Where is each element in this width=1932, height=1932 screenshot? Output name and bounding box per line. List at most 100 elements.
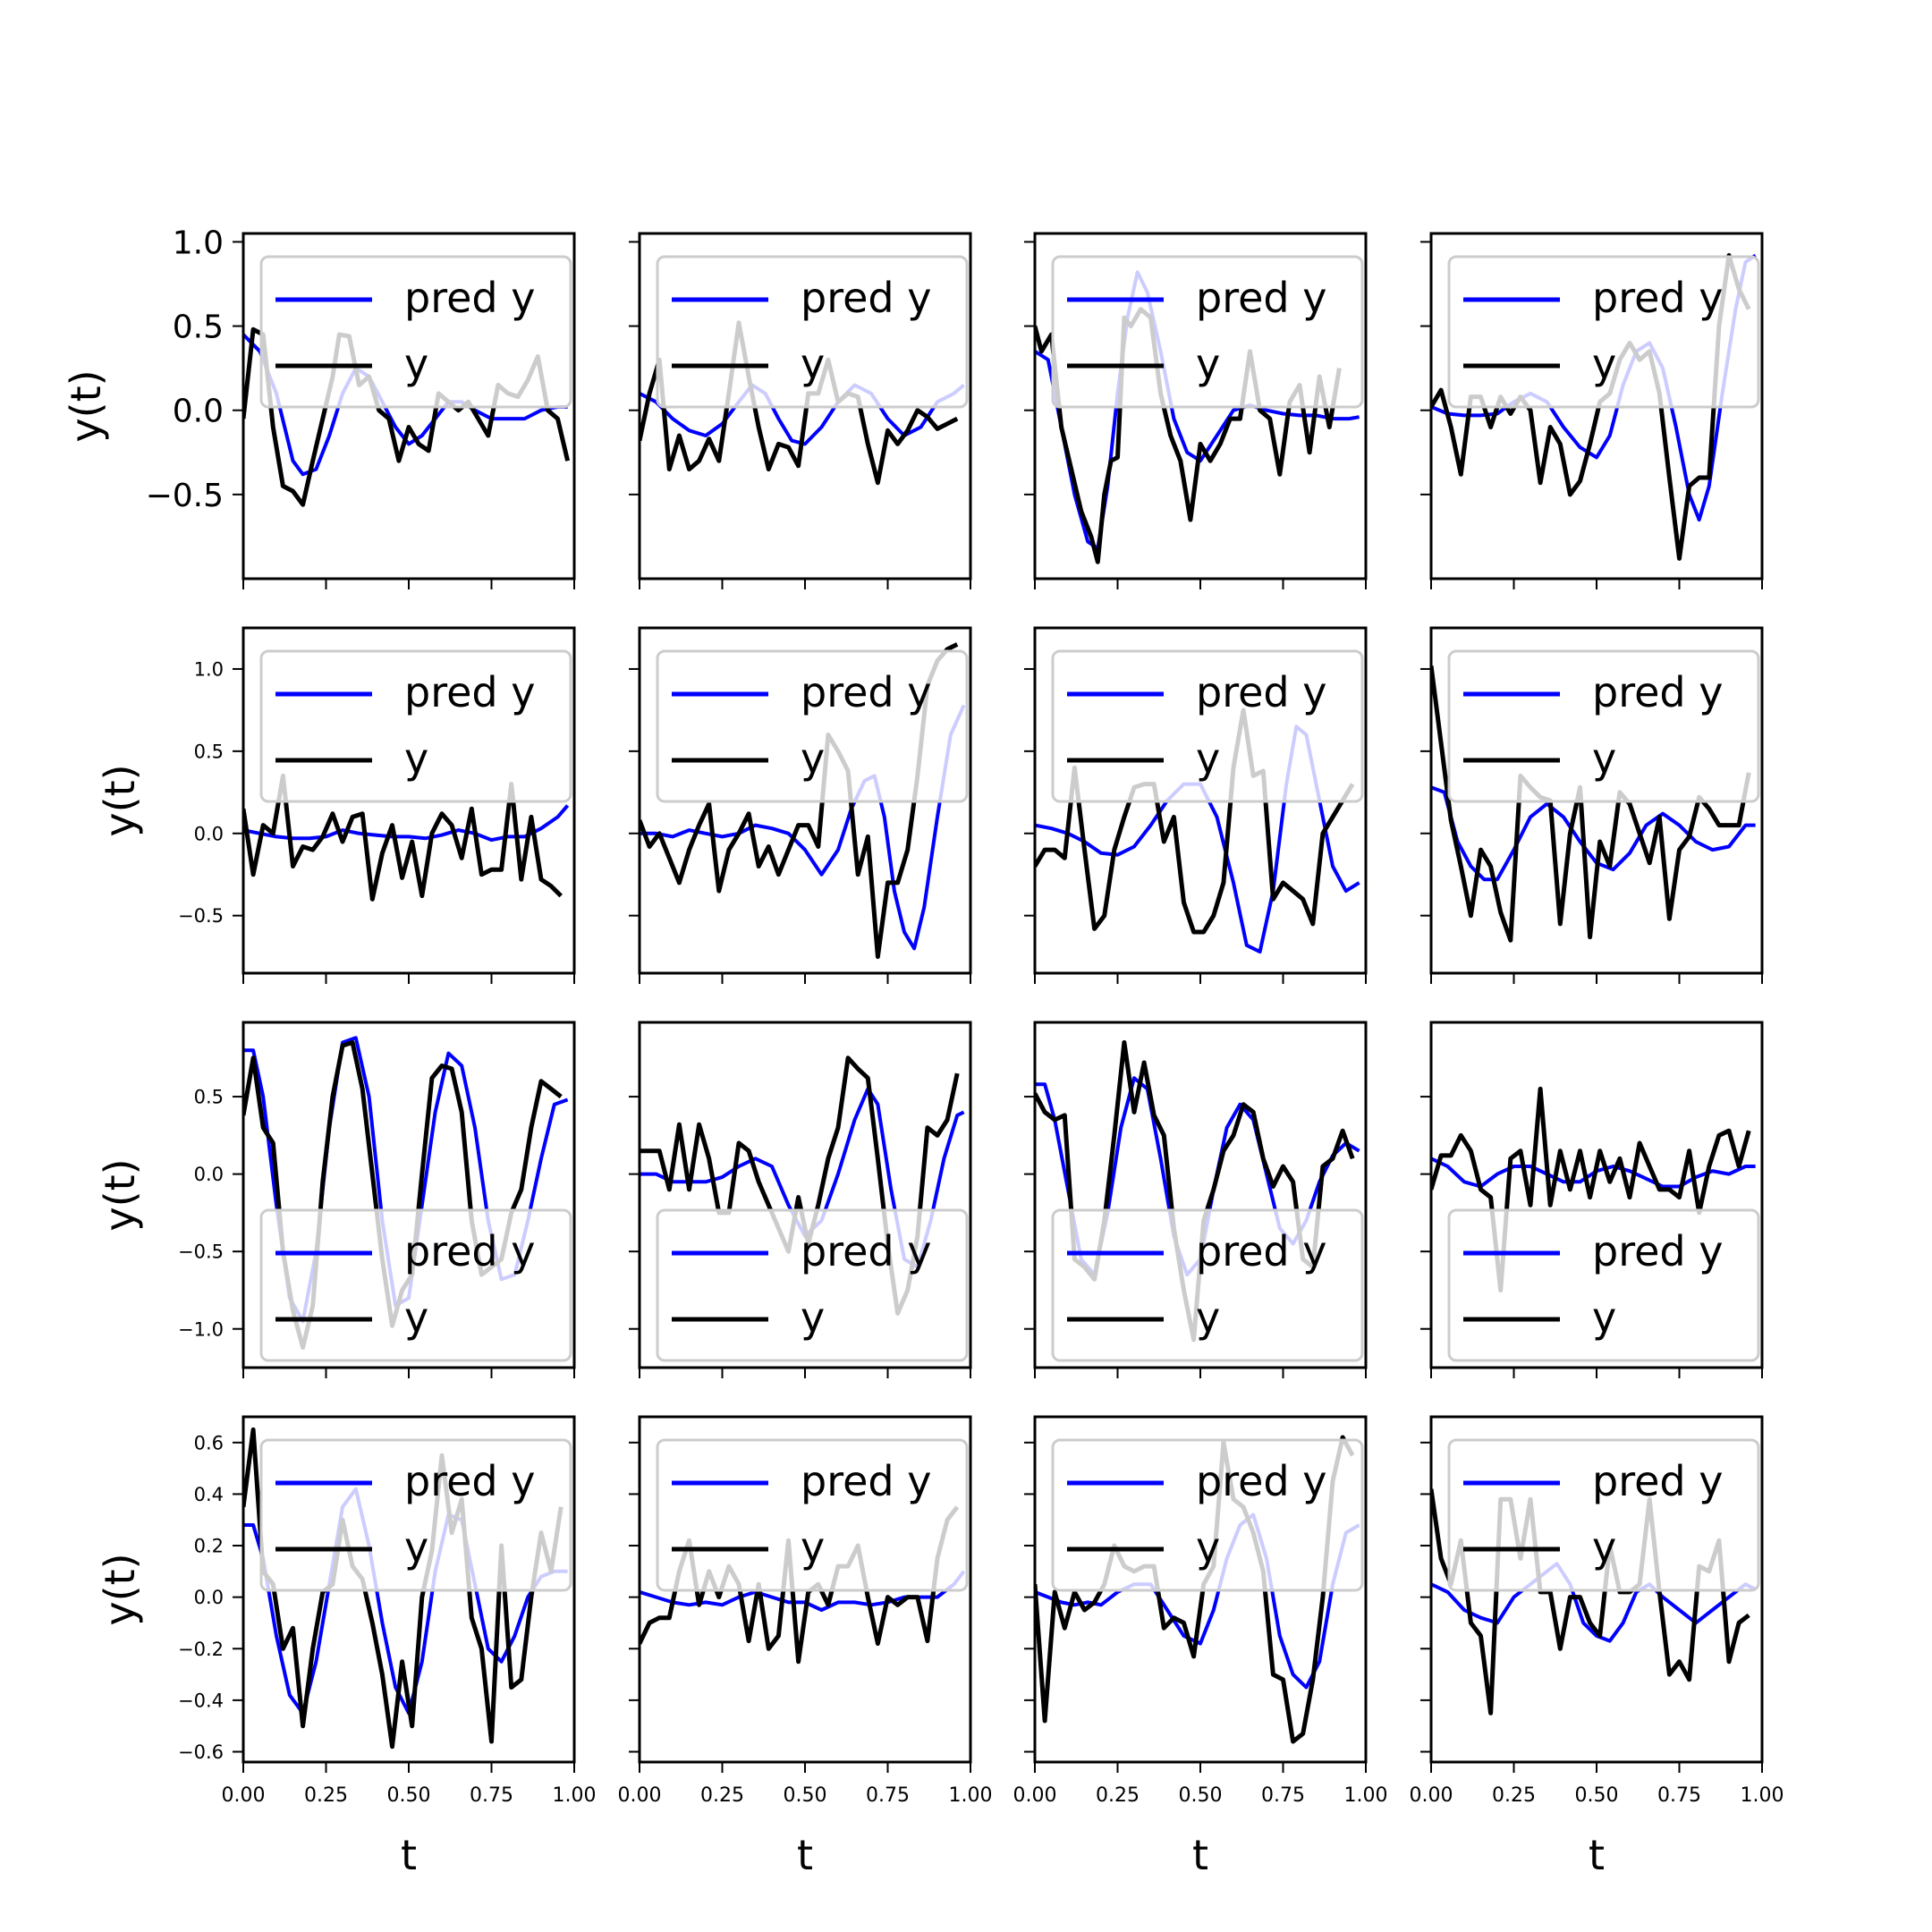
y-tick-label: 0.0 bbox=[173, 394, 224, 430]
legend-entry-y-label: y bbox=[1196, 1523, 1220, 1572]
legend-frame bbox=[259, 1438, 572, 1592]
subplot-r1-c4: pred y y bbox=[1420, 232, 1764, 589]
legend-entry-pred-y-label: pred y bbox=[1196, 274, 1326, 322]
x-axis-label: t bbox=[1589, 1831, 1605, 1879]
subplot-r3-c4: pred y y bbox=[1420, 1021, 1764, 1378]
x-tick-label: 0.75 bbox=[470, 1784, 513, 1807]
legend-frame bbox=[1051, 1438, 1364, 1592]
y-tick-label: 0.4 bbox=[194, 1484, 224, 1505]
legend: pred y y bbox=[259, 1438, 572, 1592]
legend: pred y y bbox=[1447, 255, 1760, 409]
x-axis-label: t bbox=[797, 1831, 813, 1879]
subplot-r2-c2: pred y y bbox=[629, 626, 972, 984]
x-tick-label: 1.00 bbox=[1344, 1784, 1388, 1807]
legend-entry-y-label: y bbox=[404, 340, 428, 388]
legend-entry-pred-y-label: pred y bbox=[1196, 1227, 1326, 1275]
legend-entry-y-label: y bbox=[1592, 340, 1616, 388]
series-line-pred-y bbox=[243, 804, 570, 843]
legend-entry-pred-y-label: pred y bbox=[1196, 668, 1326, 716]
legend-entry-pred-y-label: pred y bbox=[404, 274, 535, 322]
x-tick-label: 1.00 bbox=[1741, 1784, 1784, 1807]
legend-entry-y-label: y bbox=[1196, 1293, 1220, 1342]
series-line-y bbox=[1035, 708, 1355, 935]
legend-entry-pred-y-label: pred y bbox=[801, 274, 931, 322]
legend-entry-y-label: y bbox=[801, 340, 825, 388]
y-tick-label: 0.2 bbox=[194, 1536, 224, 1557]
legend: pred y y bbox=[1051, 255, 1364, 409]
legend-frame bbox=[656, 649, 969, 803]
series-line-pred-y bbox=[1035, 270, 1360, 551]
series-line-pred-y bbox=[243, 1487, 568, 1716]
legend: pred y y bbox=[259, 1208, 572, 1362]
legend-entry-pred-y-label: pred y bbox=[1196, 1457, 1326, 1505]
legend: pred y y bbox=[259, 649, 572, 803]
subplot-r4-c1: pred y y 0.00 0.25 0.50 0.75 1.00 −0.6 −0.4 −0.2 0… bbox=[178, 1415, 597, 1879]
y-tick-label: −0.4 bbox=[178, 1690, 224, 1711]
x-tick-label: 0.25 bbox=[1096, 1784, 1140, 1807]
x-axis-label: t bbox=[1192, 1831, 1208, 1879]
y-axis-label: y(t) bbox=[62, 369, 110, 442]
legend-entry-pred-y-label: pred y bbox=[1592, 1227, 1723, 1275]
x-tick-label: 1.00 bbox=[553, 1784, 597, 1807]
series-line-y bbox=[1431, 1086, 1751, 1292]
y-tick-label: 0.0 bbox=[194, 1164, 224, 1185]
series-line-y bbox=[243, 773, 563, 902]
y-tick-label: 0.5 bbox=[194, 741, 224, 762]
x-axis-label: t bbox=[401, 1831, 417, 1879]
y-tick-label: 1.0 bbox=[173, 225, 224, 261]
y-tick-label: −1.0 bbox=[178, 1318, 224, 1340]
legend: pred y y bbox=[656, 1208, 969, 1362]
subplot-r1-c3: pred y y bbox=[1024, 232, 1368, 589]
series-line-pred-y bbox=[640, 704, 966, 951]
subplot-r3-c2: pred y y bbox=[629, 1021, 972, 1378]
y-tick-label: 0.6 bbox=[194, 1432, 224, 1453]
legend: pred y y bbox=[656, 649, 969, 803]
x-tick-label: 0.50 bbox=[784, 1784, 827, 1807]
x-tick-label: 0.50 bbox=[387, 1784, 431, 1807]
subplot-r2-c4: pred y y bbox=[1420, 626, 1764, 984]
legend: pred y y bbox=[1447, 649, 1760, 803]
subplot-r2-c3: pred y y bbox=[1024, 626, 1368, 984]
series-line-pred-y bbox=[243, 333, 568, 477]
x-tick-label: 0.75 bbox=[1657, 1784, 1701, 1807]
y-axis-label: y(t) bbox=[96, 764, 144, 836]
x-tick-label: 0.00 bbox=[1013, 1784, 1057, 1807]
legend: pred y y bbox=[1447, 1208, 1760, 1362]
y-tick-label: 0.0 bbox=[194, 1587, 224, 1608]
legend-entry-pred-y-label: pred y bbox=[801, 1457, 931, 1505]
y-tick-label: −0.6 bbox=[178, 1741, 224, 1763]
legend-entry-y-label: y bbox=[1592, 1523, 1616, 1572]
series-line-y bbox=[243, 1427, 564, 1750]
legend-frame bbox=[1051, 649, 1364, 803]
y-axis-label: y(t) bbox=[96, 1158, 144, 1231]
subplot-r3-c3: pred y y bbox=[1024, 1021, 1368, 1378]
legend: pred y y bbox=[656, 1438, 969, 1592]
y-axis-label: y(t) bbox=[96, 1553, 144, 1625]
legend: pred y y bbox=[259, 255, 572, 409]
legend-entry-pred-y-label: pred y bbox=[404, 1457, 535, 1505]
series-line-pred-y bbox=[1431, 1562, 1757, 1643]
legend-entry-y-label: y bbox=[404, 1523, 428, 1572]
subplot-r4-c2: pred y y 0.00 0.25 0.50 0.75 1.00 t bbox=[618, 1415, 993, 1879]
subplot-r2-c1: pred y y −0.5 0.0 0.5 1.0 bbox=[178, 626, 576, 984]
legend-frame bbox=[656, 1438, 969, 1592]
legend-frame bbox=[1051, 1208, 1364, 1362]
y-tick-label: −0.5 bbox=[178, 1241, 224, 1263]
series-line-pred-y bbox=[640, 383, 965, 446]
legend-entry-pred-y-label: pred y bbox=[801, 1227, 931, 1275]
subplot-r4-c4: pred y y 0.00 0.25 0.50 0.75 1.00 t bbox=[1410, 1415, 1784, 1879]
legend: pred y y bbox=[1051, 1438, 1364, 1592]
legend-entry-y-label: y bbox=[404, 734, 428, 783]
legend-entry-y-label: y bbox=[801, 1293, 825, 1342]
y-tick-label: 1.0 bbox=[194, 659, 224, 681]
subplot-r4-c3: pred y y 0.00 0.25 0.50 0.75 1.00 t bbox=[1013, 1415, 1388, 1879]
series-line-y bbox=[1431, 665, 1751, 943]
legend-entry-pred-y-label: pred y bbox=[1592, 274, 1723, 322]
y-tick-label: −0.2 bbox=[178, 1639, 224, 1660]
x-tick-label: 1.00 bbox=[949, 1784, 993, 1807]
legend-entry-pred-y-label: pred y bbox=[1592, 1457, 1723, 1505]
subplot-r3-c1: pred y y −1.0 −0.5 0.0 0.5 bbox=[178, 1021, 576, 1378]
legend-frame bbox=[656, 1208, 969, 1362]
x-tick-label: 0.25 bbox=[700, 1784, 744, 1807]
